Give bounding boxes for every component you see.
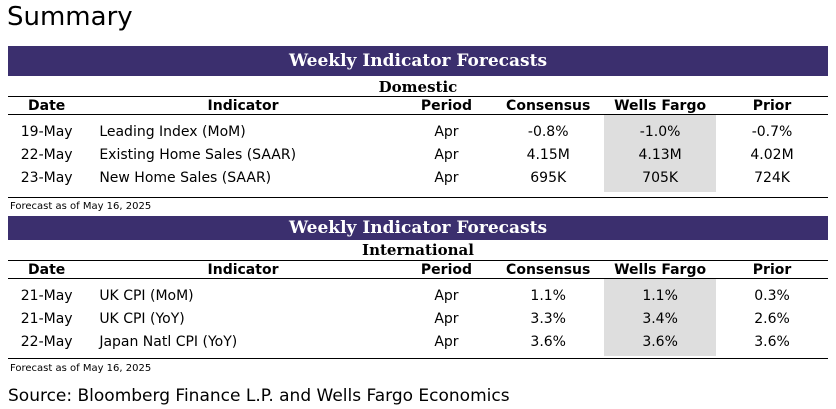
cell-period: Apr	[434, 287, 459, 304]
page-title: Summary	[7, 2, 133, 32]
cell-wells-fargo: 3.6%	[604, 330, 717, 356]
cell-date: 22-May	[20, 333, 73, 350]
cell-consensus: 695K	[530, 169, 567, 186]
cell-consensus: 3.3%	[530, 310, 566, 327]
cell-period: Apr	[434, 310, 459, 327]
col-wells-fargo: Wells Fargo	[604, 97, 717, 115]
col-consensus: Consensus	[492, 97, 605, 115]
cell-indicator: Leading Index (MoM)	[99, 123, 246, 140]
cell-date: 22-May	[20, 146, 73, 163]
cell-period: Apr	[434, 123, 459, 140]
domestic-bottom-rule	[8, 197, 828, 198]
international-bottom-rule	[8, 358, 828, 359]
cell-consensus: -0.8%	[527, 123, 569, 140]
cell-indicator: Existing Home Sales (SAAR)	[99, 146, 297, 163]
international-subheading: International	[8, 240, 828, 261]
table-row: 22-May Existing Home Sales (SAAR) Apr 4.…	[8, 143, 828, 166]
cell-wells-fargo: -1.0%	[604, 114, 717, 143]
cell-prior: 724K	[754, 169, 790, 186]
col-wells-fargo: Wells Fargo	[604, 261, 717, 279]
table-row: 23-May New Home Sales (SAAR) Apr 695K 70…	[8, 166, 828, 192]
international-forecast-note: Forecast as of May 16, 2025	[10, 363, 152, 374]
cell-prior: -0.7%	[751, 123, 793, 140]
domestic-table: Date Indicator Period Consensus Wells Fa…	[8, 97, 828, 192]
col-prior: Prior	[716, 261, 828, 279]
col-date: Date	[8, 97, 86, 115]
cell-consensus: 4.15M	[526, 146, 570, 163]
cell-indicator: New Home Sales (SAAR)	[99, 169, 272, 186]
international-header-row: Date Indicator Period Consensus Wells Fa…	[8, 261, 828, 279]
international-banner: Weekly Indicator Forecasts	[8, 216, 828, 240]
col-date: Date	[8, 261, 86, 279]
cell-indicator: UK CPI (MoM)	[99, 287, 194, 304]
cell-wells-fargo: 4.13M	[604, 143, 717, 166]
cell-prior: 3.6%	[754, 333, 790, 350]
cell-wells-fargo: 3.4%	[604, 307, 717, 330]
domestic-forecast-note: Forecast as of May 16, 2025	[10, 201, 152, 212]
table-row: 22-May Japan Natl CPI (YoY) Apr 3.6% 3.6…	[8, 330, 828, 356]
cell-date: 19-May	[20, 123, 73, 140]
domestic-banner: Weekly Indicator Forecasts	[8, 46, 828, 76]
cell-prior: 4.02M	[750, 146, 794, 163]
table-row: 21-May UK CPI (MoM) Apr 1.1% 1.1% 0.3%	[8, 278, 828, 307]
cell-date: 21-May	[20, 287, 73, 304]
cell-wells-fargo: 705K	[604, 166, 717, 192]
domestic-section: Weekly Indicator Forecasts Domestic Date…	[8, 46, 828, 192]
col-prior: Prior	[716, 97, 828, 115]
cell-consensus: 1.1%	[530, 287, 566, 304]
cell-consensus: 3.6%	[530, 333, 566, 350]
cell-period: Apr	[434, 146, 459, 163]
cell-period: Apr	[434, 169, 459, 186]
cell-prior: 2.6%	[754, 310, 790, 327]
col-indicator: Indicator	[85, 261, 401, 279]
col-consensus: Consensus	[492, 261, 605, 279]
international-table: Date Indicator Period Consensus Wells Fa…	[8, 261, 828, 356]
cell-wells-fargo: 1.1%	[604, 278, 717, 307]
col-period: Period	[400, 97, 493, 115]
table-row: 19-May Leading Index (MoM) Apr -0.8% -1.…	[8, 114, 828, 143]
domestic-subheading: Domestic	[8, 76, 828, 97]
source-note: Source: Bloomberg Finance L.P. and Wells…	[8, 386, 510, 406]
international-section: Weekly Indicator Forecasts International…	[8, 216, 828, 356]
cell-indicator: UK CPI (YoY)	[99, 310, 185, 327]
col-indicator: Indicator	[85, 97, 401, 115]
col-period: Period	[400, 261, 493, 279]
cell-date: 21-May	[20, 310, 73, 327]
cell-prior: 0.3%	[754, 287, 790, 304]
cell-indicator: Japan Natl CPI (YoY)	[99, 333, 238, 350]
cell-period: Apr	[434, 333, 459, 350]
domestic-header-row: Date Indicator Period Consensus Wells Fa…	[8, 97, 828, 115]
cell-date: 23-May	[20, 169, 73, 186]
table-row: 21-May UK CPI (YoY) Apr 3.3% 3.4% 2.6%	[8, 307, 828, 330]
